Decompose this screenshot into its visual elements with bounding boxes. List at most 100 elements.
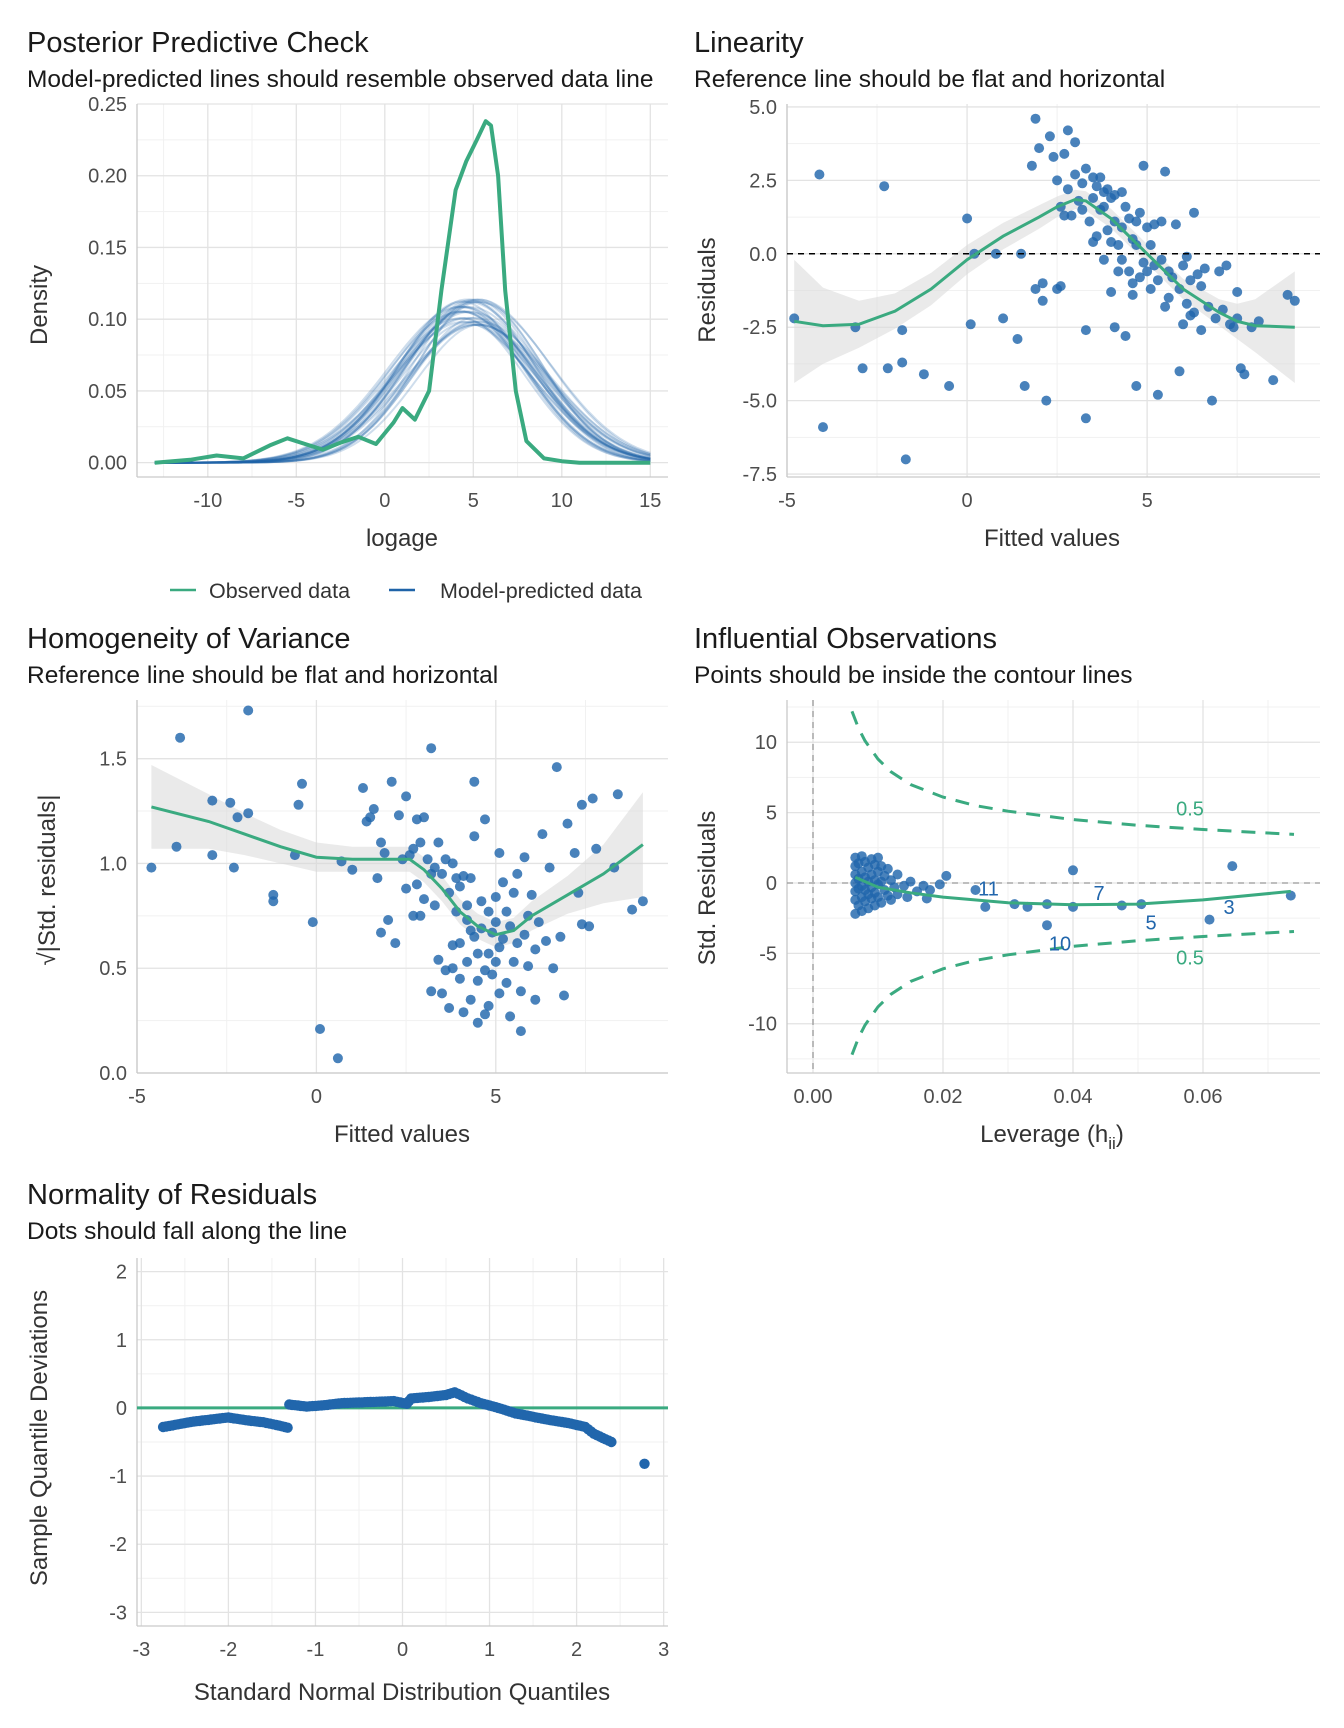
residual-point bbox=[1145, 284, 1156, 294]
residual-point bbox=[1178, 319, 1189, 330]
x-tick-label: -2 bbox=[220, 1639, 238, 1661]
y-tick-label: 1 bbox=[116, 1330, 127, 1352]
residual-point bbox=[1077, 178, 1088, 189]
residual-point bbox=[1026, 160, 1037, 171]
residual-point bbox=[1207, 395, 1217, 406]
panel-title: Homogeneity of Variance bbox=[27, 623, 350, 655]
residual-point bbox=[1098, 254, 1109, 265]
residual-point bbox=[1210, 313, 1221, 324]
residual-point bbox=[900, 454, 911, 465]
residual-point bbox=[1163, 292, 1174, 303]
residual-point bbox=[1185, 275, 1196, 286]
residual-point bbox=[372, 873, 383, 884]
x-tick-label: 0 bbox=[962, 490, 973, 512]
residual-point bbox=[1116, 254, 1127, 265]
residual-point bbox=[1102, 184, 1113, 195]
model-predicted-line bbox=[154, 323, 651, 464]
residual-point bbox=[1152, 389, 1163, 400]
residual-point bbox=[1268, 375, 1279, 386]
residual-point bbox=[1098, 201, 1109, 212]
model-predicted-line bbox=[154, 298, 651, 464]
quantile-point bbox=[606, 1436, 617, 1448]
residual-point bbox=[465, 873, 476, 884]
residual-point bbox=[1084, 216, 1095, 227]
model-predicted-line bbox=[154, 300, 651, 464]
residual-point bbox=[519, 929, 530, 940]
residual-point bbox=[472, 1017, 483, 1028]
observation-point bbox=[980, 901, 991, 912]
residual-point bbox=[411, 879, 422, 890]
model-predicted-line bbox=[154, 317, 651, 464]
residual-point bbox=[379, 848, 390, 858]
x-tick-label: -3 bbox=[132, 1639, 150, 1661]
residual-point bbox=[897, 357, 908, 368]
residual-points bbox=[146, 705, 648, 1064]
residual-point bbox=[268, 896, 279, 907]
model-predicted-line bbox=[154, 298, 651, 464]
residual-point bbox=[1077, 204, 1088, 215]
y-tick-label: 2 bbox=[116, 1262, 127, 1284]
residual-point bbox=[490, 917, 501, 928]
panel-subtitle: Dots should fall along the line bbox=[27, 1218, 347, 1245]
residual-point bbox=[383, 915, 394, 925]
residual-point bbox=[462, 915, 473, 925]
residual-point bbox=[1221, 260, 1232, 271]
residual-point bbox=[1145, 240, 1156, 250]
cooks-distance-contour-upper bbox=[850, 710, 1295, 836]
residual-point bbox=[386, 776, 397, 787]
panel-subtitle: Reference line should be flat and horizo… bbox=[694, 66, 1165, 93]
observation-label: 5 bbox=[1145, 912, 1156, 934]
residual-point bbox=[1080, 413, 1091, 424]
residual-point bbox=[1156, 254, 1167, 265]
residual-point bbox=[627, 904, 638, 915]
residual-point bbox=[1138, 257, 1149, 268]
residual-point bbox=[472, 975, 483, 986]
residual-point bbox=[419, 812, 429, 823]
y-tick-label: -2.5 bbox=[743, 317, 777, 339]
x-axis-label: Standard Normal Distribution Quantiles bbox=[194, 1679, 610, 1706]
residual-point bbox=[437, 988, 447, 999]
residual-point bbox=[297, 778, 307, 789]
model-predicted-line bbox=[154, 316, 651, 464]
y-tick-label: 2.5 bbox=[749, 170, 777, 192]
y-tick-label: 0 bbox=[116, 1398, 127, 1420]
predicted-lines bbox=[154, 298, 651, 464]
residual-point bbox=[433, 954, 444, 965]
residual-point bbox=[469, 776, 480, 787]
residual-point bbox=[228, 862, 239, 873]
residual-point bbox=[483, 948, 494, 959]
residual-point bbox=[454, 973, 465, 984]
residual-point bbox=[1062, 184, 1073, 195]
quantile-point bbox=[639, 1458, 650, 1470]
residual-point bbox=[1192, 269, 1203, 280]
y-axis-label: √|Std. residuals| bbox=[34, 794, 61, 965]
residual-point bbox=[526, 889, 537, 900]
residual-point bbox=[1189, 207, 1199, 218]
contour-label-lower: 0.5 bbox=[1176, 948, 1204, 970]
residual-point bbox=[454, 938, 465, 949]
residual-point bbox=[1189, 307, 1199, 318]
panel-linearity: Linearity Reference line should be flat … bbox=[694, 27, 1320, 552]
residual-point bbox=[483, 906, 494, 917]
model-predicted-line bbox=[154, 323, 651, 464]
residual-point bbox=[494, 988, 505, 999]
residual-point bbox=[490, 892, 501, 902]
panel-normality-of-residuals: Normality of Residuals Dots should fall … bbox=[26, 1179, 669, 1706]
y-tick-label: 10 bbox=[755, 732, 777, 754]
residual-point bbox=[501, 977, 512, 988]
residual-point bbox=[1156, 216, 1167, 227]
y-tick-label: -1 bbox=[109, 1466, 127, 1488]
panel-title: Posterior Predictive Check bbox=[27, 27, 369, 59]
residual-point bbox=[879, 181, 890, 192]
x-tick-label: 0 bbox=[311, 1086, 322, 1108]
residual-point bbox=[358, 783, 368, 793]
residual-point bbox=[426, 986, 437, 997]
residual-point bbox=[1253, 316, 1264, 327]
x-tick-label: -5 bbox=[128, 1086, 146, 1108]
legend-label-predicted: Model-predicted data bbox=[440, 579, 642, 603]
residual-point bbox=[1088, 193, 1099, 203]
residual-point bbox=[508, 887, 519, 898]
residual-point bbox=[505, 921, 516, 932]
residual-point bbox=[1070, 137, 1081, 148]
